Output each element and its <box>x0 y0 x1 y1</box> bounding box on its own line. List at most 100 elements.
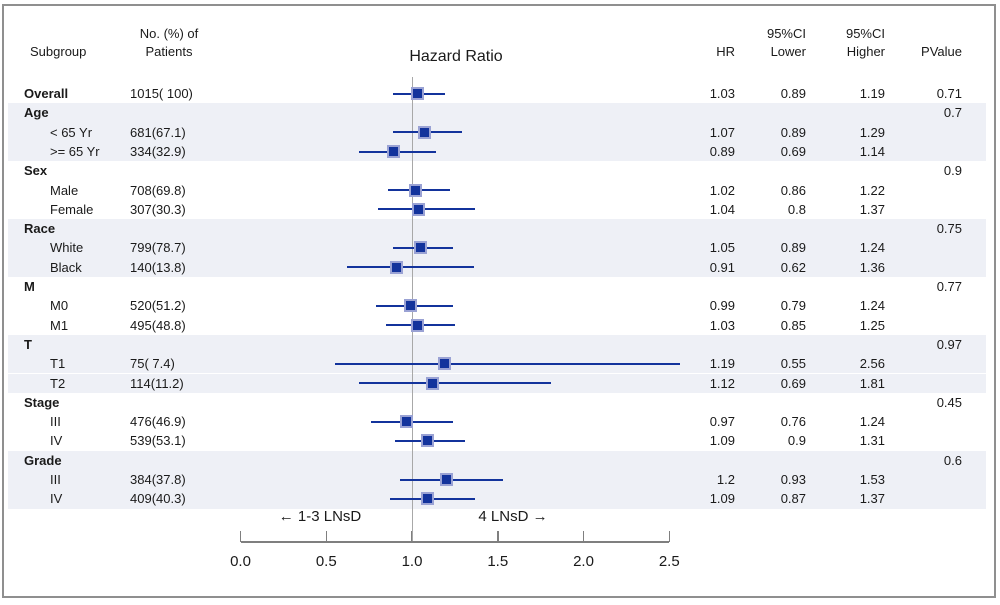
x-axis-tick <box>325 531 327 542</box>
row-patients: 140(13.8) <box>130 259 186 275</box>
forest-row: T1 75( 7.4) 1.19 0.55 2.56 <box>8 354 986 374</box>
row-label: Race <box>24 221 56 237</box>
ci-lower-column-header: 95%CI Lower <box>736 25 806 61</box>
hr-marker <box>420 492 434 506</box>
ci-higher-column-header: 95%CI Higher <box>815 25 885 61</box>
row-label: White <box>50 240 84 256</box>
row-patients: 476(46.9) <box>130 414 186 430</box>
row-pvalue: 0.45 <box>936 394 962 410</box>
forest-row: IV 539(53.1) 1.09 0.9 1.31 <box>8 431 986 450</box>
row-hr-value: 1.2 <box>716 472 735 487</box>
row-label: T <box>24 336 32 352</box>
row-ci-lower-value: 0.69 <box>780 375 806 391</box>
row-label: T2 <box>50 375 66 391</box>
row-ci-higher-value: 1.24 <box>859 298 885 314</box>
row-ci-higher-value: 1.31 <box>859 433 885 449</box>
row-hr-value: 0.99 <box>709 298 735 314</box>
x-axis-tick-label: 1.5 <box>487 553 509 570</box>
hr-column-header: HR <box>716 44 735 59</box>
plot-title: Hazard Ratio <box>409 48 503 65</box>
row-label: Sex <box>24 163 48 179</box>
ci-higher-header-line1: 95%CI <box>845 26 885 41</box>
row-label: Age <box>24 105 49 121</box>
row-ci-higher-value: 1.24 <box>859 414 885 430</box>
row-label: IV <box>50 491 63 507</box>
forest-row: T 0.97 <box>8 334 986 355</box>
row-ci-higher-value: 1.37 <box>859 201 885 217</box>
forest-row: III 476(46.9) 0.97 0.76 1.24 <box>8 412 986 431</box>
row-pvalue: 0.75 <box>936 221 962 237</box>
row-label: Grade <box>24 452 62 468</box>
row-patients: 384(37.8) <box>130 472 186 487</box>
row-label: < 65 Yr <box>50 124 93 140</box>
pvalue-column-header: PValue <box>921 44 962 59</box>
x-axis-tick <box>582 531 585 542</box>
forest-row: White 799(78.7) 1.05 0.89 1.24 <box>8 238 986 258</box>
forest-row: Race 0.75 <box>8 219 986 239</box>
x-axis-line <box>240 541 670 543</box>
row-ci-lower-value: 0.85 <box>780 317 806 333</box>
row-patients: 409(40.3) <box>130 491 186 507</box>
forest-row: M1 495(48.8) 1.03 0.85 1.25 <box>8 316 986 335</box>
patients-header-line1: No. (%) of <box>139 26 199 41</box>
hr-marker <box>390 260 404 274</box>
row-ci-higher-value: 1.14 <box>859 143 885 159</box>
x-axis-tick <box>668 531 670 542</box>
forest-row: Stage 0.45 <box>8 393 986 412</box>
hr-marker <box>417 125 431 139</box>
row-pvalue: 0.97 <box>936 336 962 352</box>
row-hr-value: 0.91 <box>709 259 735 275</box>
row-ci-lower-value: 0.69 <box>780 143 806 159</box>
row-ci-higher-value: 2.56 <box>859 356 885 372</box>
forest-row: T2 114(11.2) 1.12 0.69 1.81 <box>8 373 986 393</box>
x-axis-tick-label: 2.5 <box>658 553 680 570</box>
forest-row: III 384(37.8) 1.2 0.93 1.53 <box>8 470 986 490</box>
hr-marker <box>410 87 424 100</box>
forest-row: IV 409(40.3) 1.09 0.87 1.37 <box>8 489 986 509</box>
hr-marker <box>439 473 453 486</box>
row-ci-lower-value: 0.62 <box>780 259 806 275</box>
row-pvalue: 0.6 <box>943 452 962 468</box>
row-ci-lower-value: 0.76 <box>780 414 806 430</box>
row-label: Overall <box>24 86 69 101</box>
forest-row: Black 140(13.8) 0.91 0.62 1.36 <box>8 257 986 277</box>
axis-left-direction-label: ← 1-3 LNsD <box>278 508 362 525</box>
row-ci-higher-value: 1.19 <box>859 86 885 101</box>
row-hr-value: 0.89 <box>709 143 735 159</box>
forest-row: Sex 0.9 <box>8 161 986 180</box>
row-label: M1 <box>50 317 69 333</box>
row-patients: 681(67.1) <box>130 124 186 140</box>
x-axis-tick-label: 0.5 <box>315 553 337 570</box>
hr-marker <box>410 318 424 332</box>
row-patients: 799(78.7) <box>130 240 186 256</box>
row-patients: 539(53.1) <box>130 433 186 449</box>
row-hr-value: 1.09 <box>709 433 735 449</box>
row-label: T1 <box>50 356 66 372</box>
hr-marker <box>408 183 422 197</box>
row-pvalue: 0.7 <box>943 105 962 121</box>
x-axis-tick <box>497 531 499 542</box>
x-axis-tick-label: 0.0 <box>230 553 251 570</box>
row-hr-value: 1.09 <box>709 491 735 507</box>
forest-row: Male 708(69.8) 1.02 0.86 1.22 <box>8 181 986 200</box>
row-ci-higher-value: 1.25 <box>859 317 885 333</box>
ci-line <box>358 382 551 385</box>
row-ci-lower-value: 0.9 <box>787 433 806 449</box>
x-axis-tick-label: 1.0 <box>401 553 423 570</box>
row-label: Male <box>50 182 79 198</box>
row-ci-higher-value: 1.29 <box>859 124 885 140</box>
row-ci-higher-value: 1.36 <box>859 259 885 275</box>
x-axis-tick-label: 2.0 <box>573 553 594 570</box>
ci-line <box>334 362 680 365</box>
row-hr-value: 1.12 <box>709 375 735 391</box>
ci-lower-header-line1: 95%CI <box>766 26 806 41</box>
row-label: III <box>50 472 61 487</box>
row-label: Black <box>50 259 82 275</box>
row-patients: 520(51.2) <box>130 298 186 314</box>
row-ci-lower-value: 0.86 <box>780 182 806 198</box>
row-patients: 708(69.8) <box>130 182 186 198</box>
row-label: >= 65 Yr <box>50 143 100 159</box>
row-hr-value: 1.05 <box>709 240 735 256</box>
hr-marker <box>420 434 434 448</box>
